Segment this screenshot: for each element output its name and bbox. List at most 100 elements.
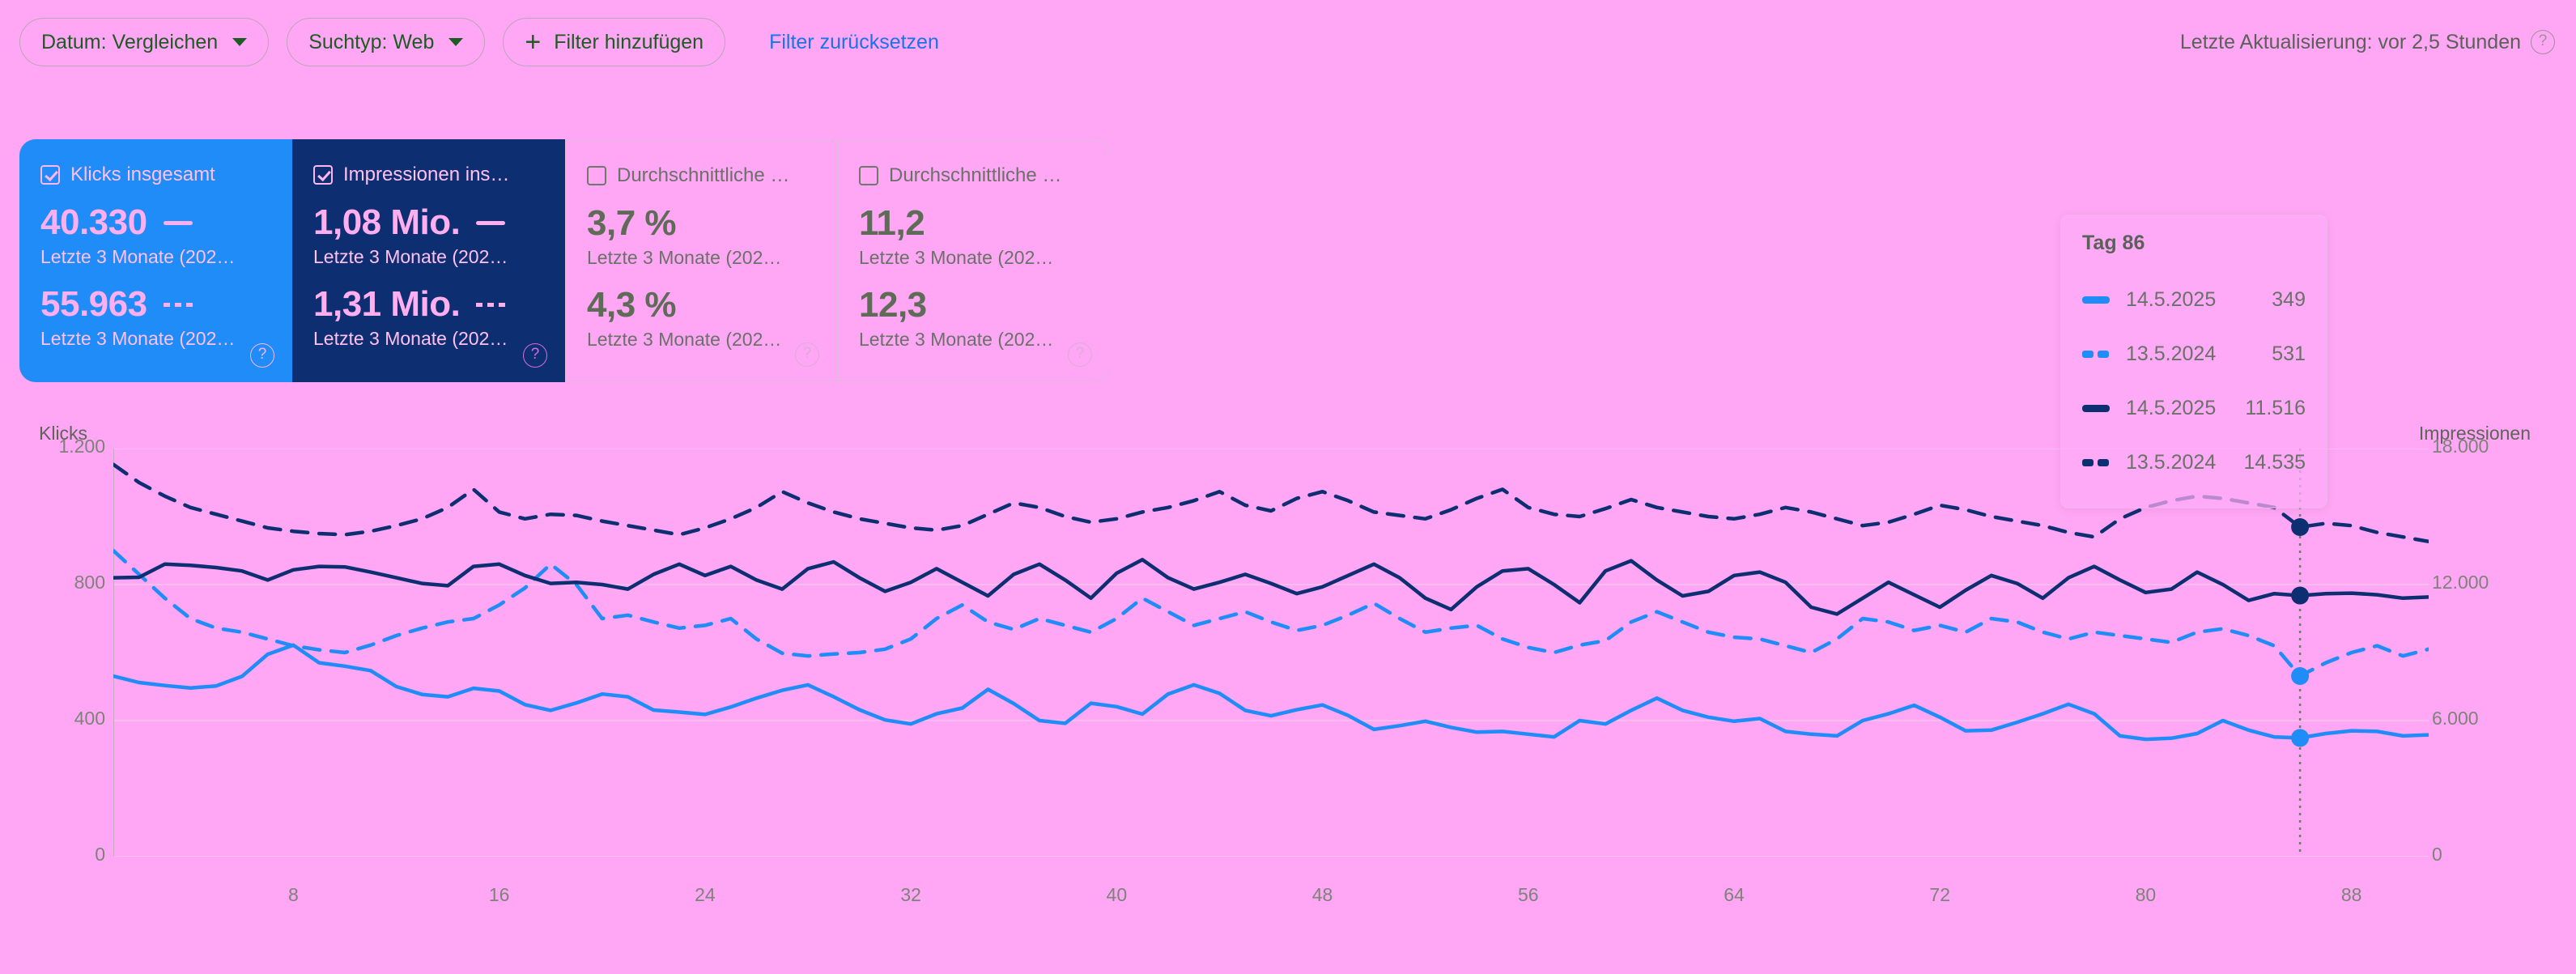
x-tick: 8 [288, 884, 299, 905]
tooltip-row: 13.5.2024 14.535 [2082, 436, 2306, 490]
primary-metric-row: 3,7 % [587, 203, 816, 243]
card-title: Durchschnittliche … [889, 164, 1062, 186]
secondary-period: Letzte 3 Monate (202… [313, 328, 508, 350]
y-tick-right: 0 [2432, 844, 2442, 865]
add-filter-chip[interactable]: + Filter hinzufügen [503, 18, 726, 66]
secondary-value: 12,3 [859, 285, 927, 325]
x-tick: 64 [1724, 884, 1745, 905]
checkbox-icon[interactable] [587, 166, 606, 185]
chevron-down-icon [232, 38, 248, 46]
x-tick: 40 [1106, 884, 1128, 905]
card-help[interactable]: ? [523, 343, 547, 368]
help-circle-icon[interactable]: ? [1068, 342, 1092, 367]
secondary-metric-row: 4,3 % [587, 285, 816, 325]
primary-metric-row: 1,08 Mio. [313, 203, 544, 241]
help-circle-icon[interactable]: ? [2531, 30, 2555, 54]
help-circle-icon[interactable]: ? [523, 343, 547, 368]
dashed-line-light-blue-icon [2082, 351, 2110, 358]
y-tick-left: 1.200 [58, 436, 105, 457]
secondary-period: Letzte 3 Monate (202… [40, 328, 236, 350]
plus-icon: + [525, 27, 542, 57]
solid-line-icon [476, 220, 506, 225]
checkbox-icon[interactable] [313, 165, 333, 185]
hover-point-1 [2291, 666, 2310, 685]
chevron-down-icon [448, 38, 464, 46]
secondary-value: 1,31 Mio. [313, 284, 461, 325]
hover-point-2 [2291, 586, 2310, 605]
x-tick: 72 [1929, 884, 1951, 905]
tooltip-date: 14.5.2025 [2126, 397, 2217, 419]
tooltip-value: 349 [2272, 288, 2306, 311]
y-axis-title-left: Klicks [39, 423, 88, 444]
help-circle-icon[interactable]: ? [250, 343, 274, 368]
primary-value: 11,2 [859, 203, 925, 243]
secondary-metric-row: 1,31 Mio. [313, 284, 544, 325]
metric-card-clicks[interactable]: Klicks insgesamt 40.330 Letzte 3 Monate … [19, 139, 292, 382]
series-line-1 [113, 548, 2429, 678]
tooltip-date: 13.5.2024 [2126, 451, 2217, 474]
metric-card-impressions[interactable]: Impressionen ins… 1,08 Mio. Letzte 3 Mon… [292, 139, 565, 382]
chart-plot-area[interactable] [113, 449, 2429, 857]
filter-toolbar: Datum: Vergleichen Suchtyp: Web + Filter… [0, 0, 2576, 84]
dashed-line-dark-blue-icon [2082, 459, 2110, 466]
series-line-2 [113, 557, 2429, 616]
y-tick-left: 400 [74, 708, 105, 729]
x-tick: 32 [900, 884, 921, 905]
primary-period: Letzte 3 Monate (202… [587, 247, 782, 269]
secondary-value: 4,3 % [587, 285, 677, 325]
dashed-line-icon [163, 302, 194, 307]
primary-value: 3,7 % [587, 203, 677, 243]
y-tick-left: 0 [95, 844, 105, 865]
x-tick: 16 [488, 884, 510, 905]
date-filter-label: Datum: Vergleichen [41, 30, 219, 53]
card-help[interactable]: ? [1068, 342, 1092, 367]
secondary-period: Letzte 3 Monate (202… [587, 329, 782, 351]
checkbox-icon[interactable] [40, 165, 60, 185]
search-type-filter-chip[interactable]: Suchtyp: Web [287, 18, 486, 66]
hover-point-3 [2291, 518, 2310, 537]
y-tick-right: 12.000 [2432, 572, 2489, 593]
last-update-label: Letzte Aktualisierung: vor 2,5 Stunden [2179, 30, 2521, 53]
tooltip-value: 14.535 [2243, 451, 2306, 474]
secondary-metric-row: 12,3 [859, 285, 1089, 325]
tooltip-title: Tag 86 [2082, 232, 2145, 254]
solid-line-dark-blue-icon [2082, 405, 2110, 412]
series-line-0 [113, 643, 2429, 742]
card-header: Impressionen ins… [313, 164, 544, 186]
card-title: Durchschnittliche … [617, 164, 790, 186]
metric-card-average-ctr[interactable]: Durchschnittliche … 3,7 % Letzte 3 Monat… [565, 139, 838, 382]
tooltip-value: 11.516 [2245, 397, 2306, 419]
checkbox-icon[interactable] [859, 166, 878, 185]
tooltip-date: 14.5.2025 [2126, 288, 2217, 311]
reset-filters-link[interactable]: Filter zurücksetzen [769, 30, 939, 53]
primary-metric-row: 40.330 [40, 202, 271, 242]
x-tick: 48 [1311, 884, 1333, 905]
tooltip-row: 14.5.2025 11.516 [2082, 381, 2306, 436]
card-help[interactable]: ? [250, 343, 274, 368]
card-help[interactable]: ? [795, 342, 819, 367]
card-header: Klicks insgesamt [40, 164, 271, 186]
tooltip-row: 14.5.2025 349 [2082, 273, 2306, 327]
primary-metric-row: 11,2 [859, 203, 1089, 243]
help-circle-icon[interactable]: ? [795, 342, 819, 367]
primary-value: 40.330 [40, 202, 147, 242]
card-header: Durchschnittliche … [587, 164, 816, 187]
tooltip-value: 531 [2272, 342, 2306, 365]
card-header: Durchschnittliche … [859, 164, 1089, 187]
primary-period: Letzte 3 Monate (202… [40, 246, 236, 268]
card-title: Impressionen ins… [343, 164, 510, 185]
date-filter-chip[interactable]: Datum: Vergleichen [19, 18, 270, 66]
secondary-metric-row: 55.963 [40, 284, 271, 325]
primary-period: Letzte 3 Monate (202… [859, 247, 1054, 269]
x-tick: 24 [695, 884, 716, 905]
y-tick-right: 18.000 [2432, 436, 2489, 457]
search-type-filter-label: Suchtyp: Web [308, 30, 435, 53]
secondary-value: 55.963 [40, 284, 147, 325]
metric-card-average-position[interactable]: Durchschnittliche … 11,2 Letzte 3 Monate… [838, 139, 1111, 382]
chart-tooltip: Tag 86 14.5.2025 349 13.5.2024 531 14.5.2025… [2060, 215, 2327, 508]
solid-line-light-blue-icon [2082, 296, 2110, 304]
y-axis-title-right: Impressionen [2418, 423, 2531, 444]
secondary-period: Letzte 3 Monate (202… [859, 329, 1054, 351]
x-tick: 80 [2135, 884, 2157, 905]
